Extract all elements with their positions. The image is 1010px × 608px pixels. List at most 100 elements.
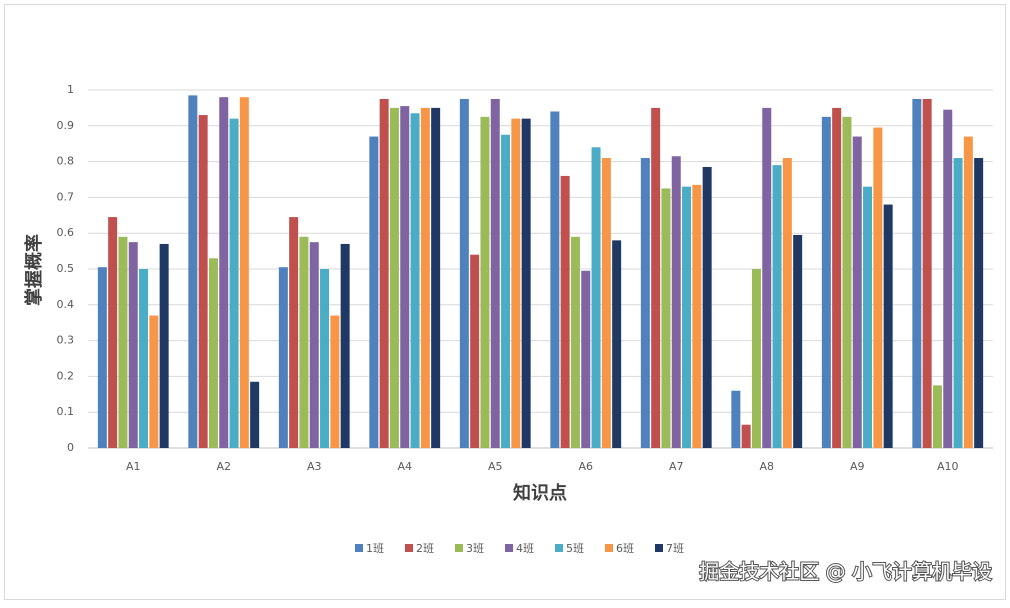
bar — [369, 136, 379, 449]
bar — [188, 95, 198, 449]
bar — [97, 267, 107, 448]
bar — [250, 381, 260, 448]
bar — [521, 118, 531, 448]
bar — [751, 269, 761, 448]
legend-label: 5班 — [566, 542, 584, 555]
bar — [299, 236, 309, 448]
bar — [741, 424, 751, 448]
legend-label: 6班 — [616, 542, 634, 555]
bar — [289, 217, 299, 448]
bar — [762, 107, 772, 449]
y-axis-title: 掌握概率 — [23, 234, 45, 306]
bar — [149, 315, 159, 448]
bar — [772, 165, 782, 448]
x-tick-label: A1 — [126, 460, 141, 473]
x-tick-label: A10 — [937, 460, 959, 473]
bar — [591, 147, 601, 448]
x-tick-label: A9 — [850, 460, 865, 473]
bar — [278, 267, 288, 448]
bar — [692, 184, 702, 448]
bar — [219, 97, 229, 448]
bar — [953, 158, 963, 448]
bar — [420, 107, 430, 449]
bar — [943, 109, 953, 448]
bar — [470, 254, 480, 448]
x-tick-label: A5 — [488, 460, 503, 473]
bar — [651, 107, 661, 449]
bar — [782, 158, 792, 448]
bar — [912, 98, 922, 448]
y-tick-label: 0.2 — [57, 369, 75, 382]
bar — [974, 158, 984, 448]
y-tick-label: 0.9 — [57, 119, 75, 132]
bar — [389, 107, 399, 449]
legend-swatch — [655, 544, 663, 552]
legend-swatch — [405, 544, 413, 552]
bar — [229, 118, 239, 448]
bar — [239, 97, 249, 448]
bar — [581, 270, 591, 448]
bar — [612, 240, 622, 448]
bar — [431, 107, 441, 449]
legend-label: 4班 — [516, 542, 534, 555]
y-tick-label: 0.3 — [57, 334, 75, 347]
legend-swatch — [355, 544, 363, 552]
y-tick-label: 1 — [67, 83, 74, 96]
legend-label: 1班 — [366, 542, 384, 555]
bar — [159, 243, 169, 448]
x-tick-label: A2 — [216, 460, 231, 473]
bar — [480, 116, 490, 448]
bar — [501, 134, 511, 448]
bar — [330, 315, 340, 448]
y-tick-label: 0 — [67, 441, 74, 454]
bar — [128, 242, 138, 448]
y-tick-label: 0.1 — [57, 405, 75, 418]
bar — [671, 156, 681, 449]
bar — [108, 217, 118, 448]
bar — [379, 98, 389, 448]
legend-swatch — [555, 544, 563, 552]
bar — [821, 116, 831, 448]
bar — [400, 106, 410, 449]
bar — [550, 111, 560, 448]
bar — [731, 390, 741, 448]
bar — [490, 98, 500, 448]
x-tick-label: A7 — [669, 460, 684, 473]
bar — [832, 107, 842, 449]
legend-swatch — [455, 544, 463, 552]
legend-swatch — [505, 544, 513, 552]
bar — [640, 158, 650, 448]
bar — [932, 385, 942, 448]
x-axis-title: 知识点 — [513, 482, 567, 504]
y-tick-label: 0.7 — [57, 190, 75, 203]
bar — [511, 118, 521, 448]
x-tick-label: A8 — [759, 460, 774, 473]
bar — [198, 115, 208, 448]
bar — [309, 242, 319, 448]
bar — [320, 269, 330, 448]
y-tick-label: 0.4 — [57, 298, 75, 311]
bar — [340, 243, 350, 448]
legend-label: 3班 — [466, 542, 484, 555]
bar — [560, 175, 570, 449]
bar — [139, 269, 149, 448]
bar — [922, 98, 932, 448]
bar — [601, 158, 611, 448]
y-tick-label: 0.5 — [57, 262, 75, 275]
bar — [661, 188, 671, 448]
bar — [842, 116, 852, 448]
bar — [873, 127, 883, 448]
bar — [682, 186, 692, 448]
bar — [793, 234, 803, 448]
watermark: 掘金技术社区 @ 小飞计算机毕设 — [699, 560, 992, 584]
legend-label: 7班 — [666, 542, 684, 555]
x-tick-label: A4 — [397, 460, 412, 473]
bar — [459, 98, 469, 448]
y-tick-label: 0.6 — [57, 226, 75, 239]
bar — [570, 236, 580, 448]
bar — [702, 166, 712, 448]
bar — [863, 186, 873, 448]
x-tick-label: A6 — [578, 460, 593, 473]
bar — [852, 136, 862, 449]
